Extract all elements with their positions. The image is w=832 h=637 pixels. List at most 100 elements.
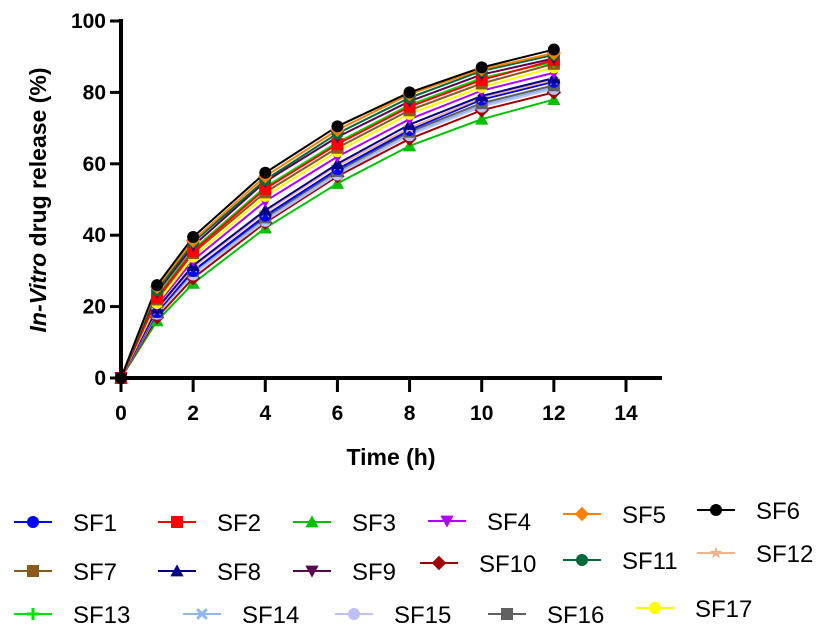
legend-marker-icon [305,565,319,578]
legend-label: SF12 [756,541,813,568]
series-line-sf6 [120,48,555,379]
legend-marker-icon [440,515,454,528]
y-axis-title-rest: drug release (%) [25,68,51,253]
data-point [258,203,272,216]
legend-label: SF16 [547,602,604,629]
series-line-sf12 [120,78,555,379]
series-markers-sf13 [115,56,560,384]
data-point [259,182,272,195]
x-tick-label: 10 [470,402,493,425]
legend-label: SF11 [622,548,678,575]
legend-marker-icon [27,516,39,528]
series-line-sf2 [120,59,555,379]
y-tick-label: 100 [71,10,106,33]
legend-item-sf11: SF11 [563,548,678,575]
legend-marker-icon [305,515,319,528]
y-tick-label: 80 [83,81,106,104]
series-line-sf5 [120,52,555,379]
series-line-sf10 [120,91,555,379]
series-line-sf7 [120,62,555,379]
legend-label: SF3 [352,510,396,537]
y-tick-label: 20 [83,296,106,319]
legend-label: SF15 [394,602,451,629]
legend-label: SF5 [622,502,666,529]
y-axis-title-italic: In-Vitro [25,253,51,333]
legend-label: SF9 [352,559,396,586]
legend-item-sf3: SF3 [293,510,396,537]
data-point [331,120,344,133]
legend-marker-icon [27,565,39,577]
x-tick-label: 0 [115,402,127,425]
legend-item-sf5: SF5 [563,502,666,529]
legend-marker-icon [431,555,447,571]
x-ticks: 0 2 4 6 8 10 12 14 [115,378,638,425]
legend-label: SF13 [73,602,130,629]
series-markers-sf8 [114,71,561,384]
data-point [259,166,272,179]
legend-item-sf4: SF4 [428,509,531,536]
plot-lines [120,48,555,379]
legend-label: SF6 [756,498,800,525]
y-tick-label: 0 [94,367,106,390]
y-ticks: 0 20 40 60 80 100 [71,10,121,390]
legend-item-sf16: SF16 [488,602,604,629]
legend-label: SF14 [242,602,299,629]
x-tick-label: 8 [404,402,416,425]
series-line-sf13 [120,61,555,379]
legend-item-sf9: SF9 [293,559,396,586]
data-point [475,61,488,74]
legend-label: SF8 [217,559,261,586]
legend-item-sf7: SF7 [14,559,117,586]
series-line-sf17 [120,66,555,379]
y-tick-label: 60 [83,153,106,176]
x-axis-title: Time (h) [346,444,435,470]
axes [119,19,662,380]
x-tick-label: 4 [259,402,271,425]
legend-item-sf10: SF10 [420,551,536,578]
series-line-sf8 [120,77,555,379]
data-point [151,279,164,292]
data-point [547,43,560,56]
x-tick-label: 2 [187,402,199,425]
legend-marker-icon [27,608,39,620]
legend-marker-icon [649,602,661,614]
legend-item-sf8: SF8 [158,559,261,586]
legend-marker-icon [709,546,723,559]
x-tick-label: 12 [542,402,565,425]
legend-label: SF7 [73,559,117,586]
legend-label: SF2 [217,510,261,537]
legend-item-sf13: SF13 [14,602,130,629]
series-line-sf9 [120,57,555,379]
y-axis-title: In-Vitro drug release (%) [25,68,51,333]
series-line-sf1 [120,80,555,379]
legend-label: SF1 [73,510,117,537]
data-point [403,86,416,99]
legend-marker-icon [501,608,513,620]
data-point [187,230,200,243]
series-markers-sf11 [115,48,560,384]
data-point [331,138,344,151]
legend-item-sf17: SF17 [636,596,752,623]
legend: SF1 SF2 SF3 SF4 SF5 SF6 SF7 SF8 SF9 SF10 SF11 SF12 S… [14,498,813,629]
legend-label: SF10 [479,551,536,578]
legend-label: SF4 [487,509,531,536]
x-tick-label: 14 [614,402,638,425]
legend-label: SF17 [695,596,752,623]
series-line-sf4 [120,71,555,379]
legend-marker-icon [171,516,183,528]
legend-marker-icon [170,564,184,577]
legend-item-sf2: SF2 [158,510,261,537]
series-markers-sf12 [114,73,561,384]
x-tick-label: 6 [332,402,344,425]
series-markers-sf6 [115,43,560,384]
series-line-sf3 [120,98,555,379]
legend-marker-icon [196,608,208,620]
series-line-sf14 [120,86,555,379]
series-markers-sf17 [115,61,560,384]
series-line-sf11 [120,53,555,379]
legend-marker-icon [348,608,360,620]
legend-marker-icon [710,504,722,516]
y-tick-label: 40 [83,224,106,247]
legend-item-sf6: SF6 [697,498,800,525]
